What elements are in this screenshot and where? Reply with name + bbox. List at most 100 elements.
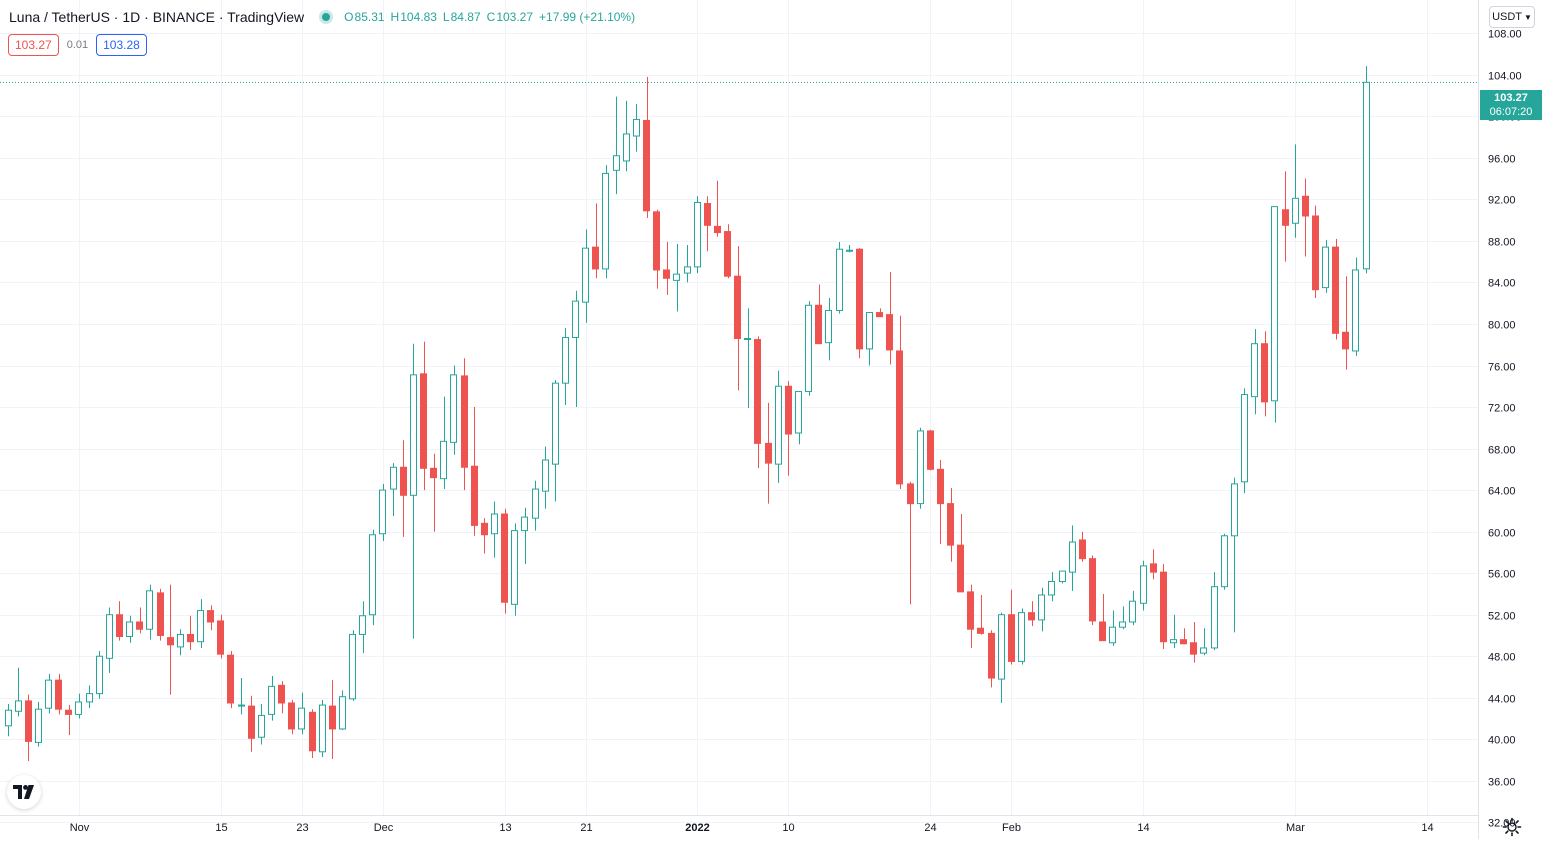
candle[interactable] — [359, 601, 366, 654]
candle[interactable] — [532, 480, 539, 531]
candle[interactable] — [268, 675, 275, 721]
candle[interactable] — [1008, 589, 1015, 665]
candle[interactable] — [410, 343, 417, 639]
candle[interactable] — [1292, 144, 1299, 238]
candle[interactable] — [937, 459, 944, 545]
candle[interactable] — [5, 704, 12, 737]
candle[interactable] — [886, 272, 893, 365]
candle[interactable] — [1271, 206, 1278, 423]
candle[interactable] — [379, 483, 386, 541]
candle[interactable] — [471, 407, 478, 536]
candle[interactable] — [1342, 276, 1349, 370]
candle[interactable] — [775, 370, 782, 483]
candle[interactable] — [238, 678, 245, 715]
candle[interactable] — [1170, 614, 1177, 648]
candle[interactable] — [714, 180, 721, 237]
candle[interactable] — [977, 594, 984, 635]
candle[interactable] — [694, 196, 701, 274]
candle[interactable] — [967, 584, 974, 648]
candle[interactable] — [248, 695, 255, 752]
candle[interactable] — [35, 701, 42, 747]
candle[interactable] — [440, 396, 447, 490]
candle[interactable] — [1119, 606, 1126, 630]
candle[interactable] — [1028, 601, 1035, 627]
candle[interactable] — [25, 694, 32, 762]
tradingview-logo-icon[interactable] — [7, 775, 41, 809]
candle[interactable] — [319, 699, 326, 757]
candle[interactable] — [704, 196, 711, 252]
candle[interactable] — [562, 328, 569, 405]
candle[interactable] — [339, 690, 346, 730]
candle[interactable] — [673, 244, 680, 312]
settings-gear-icon[interactable] — [1502, 817, 1522, 837]
candle[interactable] — [96, 651, 103, 699]
candle[interactable] — [1190, 621, 1197, 663]
candle[interactable] — [1059, 570, 1066, 584]
candle[interactable] — [613, 96, 620, 195]
currency-selector[interactable]: USDT ▼ — [1489, 6, 1535, 28]
candle[interactable] — [1231, 477, 1238, 633]
candle[interactable] — [602, 165, 609, 279]
candle[interactable] — [734, 246, 741, 391]
candle[interactable] — [1109, 610, 1116, 646]
candle[interactable] — [1200, 628, 1207, 656]
candle[interactable] — [643, 76, 650, 219]
candle[interactable] — [116, 601, 123, 641]
candle[interactable] — [846, 245, 853, 253]
candle[interactable] — [684, 245, 691, 283]
candle[interactable] — [1140, 560, 1147, 611]
candle[interactable] — [349, 630, 356, 701]
candle[interactable] — [1069, 525, 1076, 591]
candle[interactable] — [623, 100, 630, 172]
candle[interactable] — [1302, 178, 1309, 257]
candle[interactable] — [582, 229, 589, 323]
candle[interactable] — [288, 699, 295, 735]
candle[interactable] — [795, 390, 802, 445]
candle[interactable] — [45, 673, 52, 714]
candle[interactable] — [917, 427, 924, 509]
candle[interactable] — [461, 358, 468, 491]
candle[interactable] — [765, 402, 772, 504]
candle[interactable] — [836, 241, 843, 314]
candle[interactable] — [542, 446, 549, 509]
candle[interactable] — [55, 673, 62, 715]
candle[interactable] — [876, 308, 883, 318]
candle[interactable] — [825, 298, 832, 361]
candle[interactable] — [1241, 388, 1248, 494]
candle[interactable] — [815, 284, 822, 345]
candle[interactable] — [1129, 590, 1136, 626]
candle[interactable] — [1332, 238, 1339, 340]
candle[interactable] — [1312, 205, 1319, 299]
symbol-title[interactable]: Luna / TetherUS · 1D · BINANCE · Trading… — [9, 9, 305, 25]
candle[interactable] — [420, 341, 427, 491]
candle[interactable] — [177, 629, 184, 656]
candle[interactable] — [450, 365, 457, 455]
candle[interactable] — [998, 612, 1005, 703]
candle[interactable] — [187, 615, 194, 651]
candle[interactable] — [481, 518, 488, 554]
candle[interactable] — [1221, 533, 1228, 590]
candle[interactable] — [663, 241, 670, 295]
candle[interactable] — [157, 588, 164, 641]
candle[interactable] — [197, 599, 204, 648]
buy-price-button[interactable]: 103.28 — [96, 34, 147, 56]
candle[interactable] — [309, 709, 316, 759]
candle[interactable] — [369, 529, 376, 626]
candle[interactable] — [744, 308, 751, 409]
candle[interactable] — [491, 501, 498, 558]
candle[interactable] — [106, 607, 113, 673]
candle[interactable] — [1352, 257, 1359, 357]
candle[interactable] — [1038, 587, 1045, 632]
candle[interactable] — [1160, 563, 1167, 649]
candle[interactable] — [988, 630, 995, 688]
candle[interactable] — [126, 615, 133, 643]
candle[interactable] — [957, 513, 964, 593]
candle[interactable] — [136, 607, 143, 634]
candle[interactable] — [927, 429, 934, 471]
candle[interactable] — [1180, 628, 1187, 645]
candle[interactable] — [785, 381, 792, 476]
candle[interactable] — [592, 203, 599, 279]
candle[interactable] — [521, 507, 528, 564]
